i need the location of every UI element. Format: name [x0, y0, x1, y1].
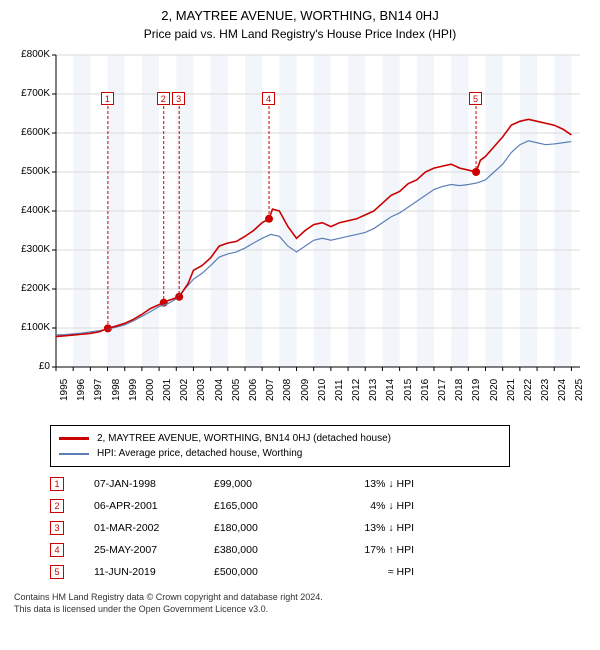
- x-tick-label: 1996: [76, 379, 87, 401]
- sale-marker-on-chart: 1: [101, 92, 114, 105]
- sale-row: 4 25-MAY-2007£380,00017% ↑ HPI: [50, 539, 590, 561]
- legend-label-hpi: HPI: Average price, detached house, Wort…: [97, 446, 302, 461]
- x-tick-label: 2010: [317, 379, 328, 401]
- sale-row: 5 11-JUN-2019£500,000≈ HPI: [50, 561, 590, 583]
- chart-subtitle: Price paid vs. HM Land Registry's House …: [10, 27, 590, 41]
- x-tick-label: 2008: [282, 379, 293, 401]
- y-tick-label: £300K: [10, 244, 50, 255]
- sale-marker-box: 3: [50, 521, 64, 535]
- x-tick-label: 2018: [454, 379, 465, 401]
- x-tick-label: 2011: [334, 379, 345, 401]
- y-tick-label: £0: [10, 361, 50, 372]
- x-tick-label: 2023: [540, 379, 551, 401]
- x-tick-label: 2013: [368, 379, 379, 401]
- y-tick-label: £800K: [10, 49, 50, 60]
- x-tick-label: 2015: [403, 379, 414, 401]
- footer-line1: Contains HM Land Registry data © Crown c…: [14, 591, 590, 603]
- sale-price: £380,000: [214, 544, 314, 556]
- sale-hpi-delta: 13% ↓ HPI: [314, 522, 414, 534]
- sale-marker-box: 1: [50, 477, 64, 491]
- sale-date: 07-JAN-1998: [94, 478, 214, 490]
- sale-row: 1 07-JAN-1998£99,00013% ↓ HPI: [50, 473, 590, 495]
- legend-series-hpi: HPI: Average price, detached house, Wort…: [59, 446, 501, 461]
- sale-hpi-delta: 13% ↓ HPI: [314, 478, 414, 490]
- legend-series-property: 2, MAYTREE AVENUE, WORTHING, BN14 0HJ (d…: [59, 431, 501, 446]
- sale-hpi-delta: 4% ↓ HPI: [314, 500, 414, 512]
- x-tick-label: 2002: [179, 379, 190, 401]
- x-tick-label: 2012: [351, 379, 362, 401]
- x-tick-label: 1999: [128, 379, 139, 401]
- sale-date: 06-APR-2001: [94, 500, 214, 512]
- legend-line-hpi: [59, 453, 89, 455]
- legend-label-property: 2, MAYTREE AVENUE, WORTHING, BN14 0HJ (d…: [97, 431, 391, 446]
- sale-date: 25-MAY-2007: [94, 544, 214, 556]
- y-tick-label: £600K: [10, 127, 50, 138]
- chart-title: 2, MAYTREE AVENUE, WORTHING, BN14 0HJ: [10, 8, 590, 23]
- footer-attribution: Contains HM Land Registry data © Crown c…: [14, 591, 590, 615]
- x-tick-label: 2000: [145, 379, 156, 401]
- y-tick-label: £400K: [10, 205, 50, 216]
- legend-line-property: [59, 437, 89, 440]
- y-tick-label: £700K: [10, 88, 50, 99]
- footer-line2: This data is licensed under the Open Gov…: [14, 603, 590, 615]
- x-tick-label: 2017: [437, 379, 448, 401]
- sale-marker-box: 4: [50, 543, 64, 557]
- price-chart: [10, 49, 590, 419]
- x-tick-label: 2024: [557, 379, 568, 401]
- page-container: 2, MAYTREE AVENUE, WORTHING, BN14 0HJ Pr…: [0, 0, 600, 621]
- sale-row: 3 01-MAR-2002£180,00013% ↓ HPI: [50, 517, 590, 539]
- sale-marker-box: 5: [50, 565, 64, 579]
- sale-hpi-delta: 17% ↑ HPI: [314, 544, 414, 556]
- sale-row: 2 06-APR-2001£165,0004% ↓ HPI: [50, 495, 590, 517]
- y-tick-label: £500K: [10, 166, 50, 177]
- sale-marker-on-chart: 2: [157, 92, 170, 105]
- x-tick-label: 1995: [59, 379, 70, 401]
- sale-date: 11-JUN-2019: [94, 566, 214, 578]
- sale-marker-on-chart: 5: [469, 92, 482, 105]
- sale-marker-box: 2: [50, 499, 64, 513]
- x-tick-label: 2007: [265, 379, 276, 401]
- sale-marker-on-chart: 3: [172, 92, 185, 105]
- y-tick-label: £200K: [10, 283, 50, 294]
- sale-price: £500,000: [214, 566, 314, 578]
- x-tick-label: 2006: [248, 379, 259, 401]
- y-tick-label: £100K: [10, 322, 50, 333]
- x-tick-label: 2019: [471, 379, 482, 401]
- x-tick-label: 1998: [111, 379, 122, 401]
- x-tick-label: 2022: [523, 379, 534, 401]
- x-tick-label: 2001: [162, 379, 173, 401]
- sale-marker-on-chart: 4: [262, 92, 275, 105]
- x-tick-label: 2005: [231, 379, 242, 401]
- x-tick-label: 2003: [196, 379, 207, 401]
- x-tick-label: 2020: [489, 379, 500, 401]
- x-tick-label: 2014: [385, 379, 396, 401]
- x-tick-label: 2009: [300, 379, 311, 401]
- sale-hpi-delta: ≈ HPI: [314, 566, 414, 578]
- sale-price: £165,000: [214, 500, 314, 512]
- legend-box: 2, MAYTREE AVENUE, WORTHING, BN14 0HJ (d…: [50, 425, 510, 467]
- chart-area: £0 £100K £200K £300K £400K £500K £600K £700K £80…: [10, 49, 590, 419]
- x-tick-label: 1997: [93, 379, 104, 401]
- sales-table: 107-JAN-1998£99,00013% ↓ HPI206-APR-2001…: [50, 473, 590, 583]
- x-tick-label: 2025: [574, 379, 585, 401]
- sale-price: £180,000: [214, 522, 314, 534]
- sale-date: 01-MAR-2002: [94, 522, 214, 534]
- x-tick-label: 2004: [214, 379, 225, 401]
- x-tick-label: 2016: [420, 379, 431, 401]
- x-tick-label: 2021: [506, 379, 517, 401]
- sale-price: £99,000: [214, 478, 314, 490]
